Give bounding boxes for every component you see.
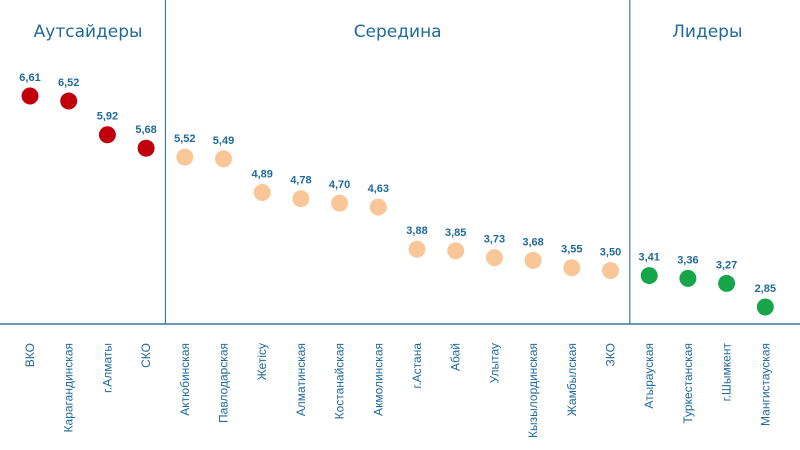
category-label: Актюбинская (178, 343, 192, 416)
value-label: 3,85 (445, 227, 466, 239)
category-label: г.Шымкент (720, 343, 734, 402)
data-point (718, 274, 736, 292)
data-point (331, 194, 349, 212)
category-label: Павлодарская (217, 343, 231, 423)
data-point (408, 240, 426, 258)
data-point (485, 249, 503, 267)
value-label: 3,41 (638, 252, 659, 264)
data-point (176, 148, 194, 166)
category-label: Карагандинская (62, 343, 76, 432)
data-point (98, 126, 116, 144)
data-point (21, 87, 39, 105)
data-point (60, 92, 78, 110)
value-label: 3,88 (406, 225, 427, 237)
category-label: Костанайская (333, 343, 347, 419)
data-point (369, 198, 387, 216)
data-point (563, 259, 581, 277)
value-label: 3,50 (600, 247, 621, 259)
value-label: 2,85 (755, 283, 776, 295)
group-title: Аутсайдеры (34, 22, 143, 42)
data-point (602, 262, 619, 280)
category-label: Кызылординская (526, 343, 540, 438)
data-point (524, 251, 542, 269)
value-label: 4,63 (368, 183, 389, 195)
data-point (679, 269, 697, 287)
category-label: Мангистауская (758, 343, 772, 426)
group-dividers (164, 0, 631, 324)
category-label: Жетісу (255, 343, 269, 380)
data-point (447, 242, 465, 260)
category-label: Жамбылская (565, 343, 579, 416)
category-label: Алматинская (294, 343, 308, 416)
value-label: 4,89 (251, 169, 272, 181)
value-label: 3,27 (716, 259, 737, 271)
category-label: ВКО (23, 343, 37, 367)
category-label: Туркестанская (681, 343, 695, 424)
value-label: 5,68 (135, 124, 156, 136)
value-label: 4,70 (329, 179, 350, 191)
data-points (21, 87, 774, 316)
data-point (292, 190, 310, 208)
value-label: 3,36 (677, 254, 698, 266)
value-label: 3,55 (561, 244, 582, 256)
value-label: 3,73 (484, 234, 505, 246)
data-point (756, 298, 774, 316)
category-label: ЗКО (604, 343, 618, 366)
data-point (253, 184, 271, 202)
category-labels: ВКО Карагандинская г.Алматы СКО Актюбинская П… (23, 343, 772, 438)
category-label: Абай (449, 343, 463, 371)
group-titles: Аутсайдеры Середина Лидеры (34, 22, 743, 42)
value-label: 3,68 (522, 236, 543, 248)
category-label: г.Астана (410, 343, 424, 389)
category-label: Атырауская (642, 343, 656, 409)
value-label: 6,61 (19, 72, 40, 84)
group-title: Лидеры (672, 22, 742, 42)
value-labels: 6,61 6,52 5,92 5,68 5,52 5,49 4,89 4,78 4,70 4,63… (19, 72, 776, 295)
value-label: 5,49 (213, 135, 234, 147)
category-label: Улытау (487, 343, 501, 383)
value-label: 6,52 (58, 77, 79, 89)
value-label: 5,52 (174, 133, 195, 145)
data-point (215, 150, 232, 168)
category-label: г.Алматы (100, 343, 114, 393)
category-label: СКО (139, 343, 153, 368)
data-point (640, 267, 658, 285)
value-label: 4,78 (290, 175, 311, 187)
category-label: Акмолинская (371, 343, 385, 416)
data-point (137, 139, 155, 157)
value-label: 5,92 (97, 111, 118, 123)
group-title: Середина (354, 22, 442, 42)
